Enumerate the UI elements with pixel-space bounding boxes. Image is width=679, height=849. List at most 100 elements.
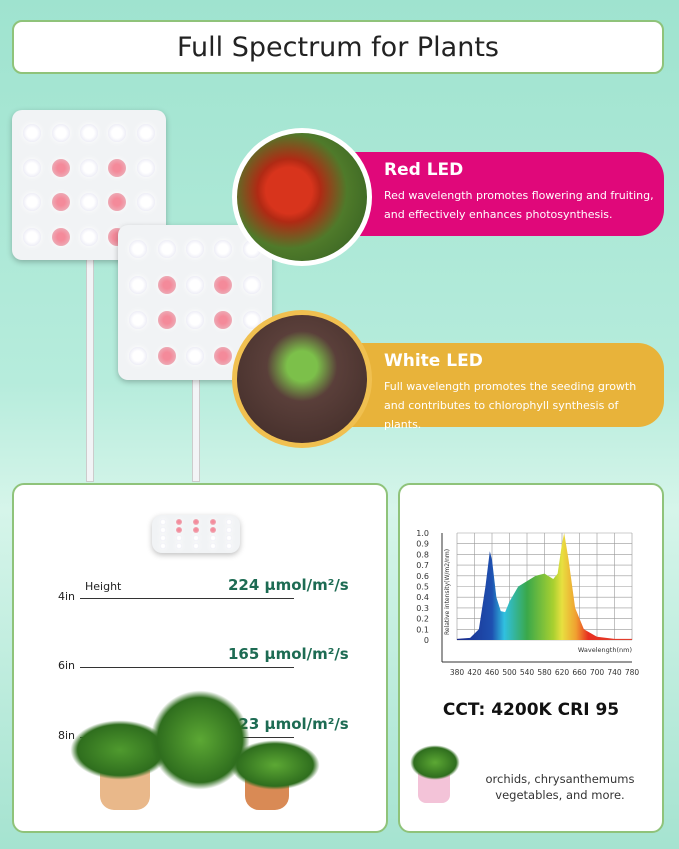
spectrum-area <box>457 533 632 640</box>
white-led-dot <box>209 543 216 550</box>
white-led-dot <box>185 311 204 330</box>
white-led-dot <box>214 239 233 258</box>
white-led-dot <box>79 227 98 246</box>
white-led-dot <box>79 124 98 143</box>
white-led-dot <box>79 158 98 177</box>
spectrum-chart: 0 0.10.2 0.3 0.40.5 0.6 0.7 0.80.9 1.0 380 420 460… <box>416 529 640 677</box>
red-led-dot <box>214 347 233 366</box>
ppfd-value: 165 μmol/m²/s <box>228 645 349 663</box>
white-led-text: Full wavelength promotes the seeding gro… <box>384 380 637 431</box>
potted-plant-icon <box>410 745 460 810</box>
white-led-dot <box>242 275 261 294</box>
red-led-dot <box>157 347 176 366</box>
white-led-dot <box>192 535 199 542</box>
white-led-dot <box>226 543 233 550</box>
white-led-dot <box>51 124 70 143</box>
red-led-dot <box>176 518 183 525</box>
x-tick-label: 740 <box>607 668 622 677</box>
white-led-dot <box>159 518 166 525</box>
x-tick-label: 460 <box>485 668 500 677</box>
red-led-dot <box>157 275 176 294</box>
red-led-dot <box>51 193 70 212</box>
white-led-dot <box>79 193 98 212</box>
white-led-dot <box>185 347 204 366</box>
white-led-dot <box>159 526 166 533</box>
x-tick-label: 660 <box>572 668 587 677</box>
white-led-dot <box>159 535 166 542</box>
white-led-dot <box>176 535 183 542</box>
height-label: Height <box>85 580 122 593</box>
white-led-dot <box>129 239 148 258</box>
white-led-heading: White LED <box>384 351 483 371</box>
x-tick-label: 620 <box>555 668 570 677</box>
white-led-dot <box>192 543 199 550</box>
white-led-dot <box>226 518 233 525</box>
height-value: 6in <box>58 659 76 672</box>
red-led-dot <box>192 518 199 525</box>
y-axis-label: Relative intensity(W/m2/nm) <box>444 549 451 635</box>
y-tick-label: 0.4 <box>416 593 429 602</box>
red-led-dot <box>51 227 70 246</box>
white-led-dot <box>226 535 233 542</box>
red-led-text: Red wavelength promotes flowering and fr… <box>384 189 654 221</box>
x-tick-label: 700 <box>590 668 605 677</box>
white-led-callout: White LED Full wavelength promotes the s… <box>350 343 664 431</box>
white-led-dot <box>209 535 216 542</box>
white-led-dot <box>157 239 176 258</box>
white-led-dot <box>23 158 42 177</box>
white-led-dot <box>176 543 183 550</box>
x-tick-label: 500 <box>502 668 517 677</box>
y-tick-label: 1.0 <box>416 529 429 538</box>
white-led-dot <box>129 311 148 330</box>
white-led-dot <box>185 239 204 258</box>
uses-line: orchids, chrysanthemums <box>485 772 635 786</box>
red-led-dot <box>108 158 127 177</box>
red-led-dot <box>157 311 176 330</box>
white-led-dot <box>185 275 204 294</box>
white-led-dot <box>129 347 148 366</box>
x-tick-label: 380 <box>450 668 465 677</box>
white-led-dot <box>159 543 166 550</box>
red-led-dot <box>176 526 183 533</box>
height-value: 4in <box>58 590 76 603</box>
red-led-dot <box>108 193 127 212</box>
y-tick-label: 0.1 <box>416 625 429 634</box>
y-tick-label: 0.7 <box>416 561 429 570</box>
red-led-dot <box>214 275 233 294</box>
red-led-dot <box>209 518 216 525</box>
y-tick-label: 0.6 <box>416 572 429 581</box>
red-led-dot <box>214 311 233 330</box>
y-tick-label: 0.9 <box>416 540 429 549</box>
y-tick-label: 0.5 <box>416 583 429 592</box>
led-panel-image <box>152 515 240 553</box>
white-led-dot <box>129 275 148 294</box>
page-title: Full Spectrum for Plants <box>12 20 664 74</box>
y-tick-label: 0 <box>424 636 429 645</box>
red-led-dot <box>51 158 70 177</box>
y-tick-label: 0.8 <box>416 550 429 559</box>
x-tick-label: 420 <box>467 668 482 677</box>
white-led-dot <box>136 158 155 177</box>
led-panel-image <box>12 110 166 260</box>
ppfd-value: 123 μmol/m²/s <box>228 715 349 733</box>
uses-text: orchids, chrysanthemums vegetables, and … <box>470 771 650 803</box>
x-tick-label: 580 <box>537 668 552 677</box>
white-led-dot <box>136 124 155 143</box>
x-tick-label: 540 <box>520 668 535 677</box>
uses-line: vegetables, and more. <box>495 788 625 802</box>
cct-cri-specs: CCT: 4200K CRI 95 <box>442 700 620 720</box>
red-led-dot <box>209 526 216 533</box>
white-led-dot <box>226 526 233 533</box>
white-led-dot <box>23 227 42 246</box>
ppfd-value: 224 μmol/m²/s <box>228 576 349 594</box>
height-line <box>80 667 294 668</box>
white-led-dot <box>23 124 42 143</box>
height-line <box>80 598 294 599</box>
white-led-dot <box>108 124 127 143</box>
red-led-heading: Red LED <box>384 160 464 180</box>
plants-image <box>70 690 330 820</box>
x-tick-label: 780 <box>625 668 640 677</box>
red-led-dot <box>192 526 199 533</box>
x-axis-label: Wavelength(nm) <box>578 646 632 654</box>
seedling-image <box>232 310 372 448</box>
